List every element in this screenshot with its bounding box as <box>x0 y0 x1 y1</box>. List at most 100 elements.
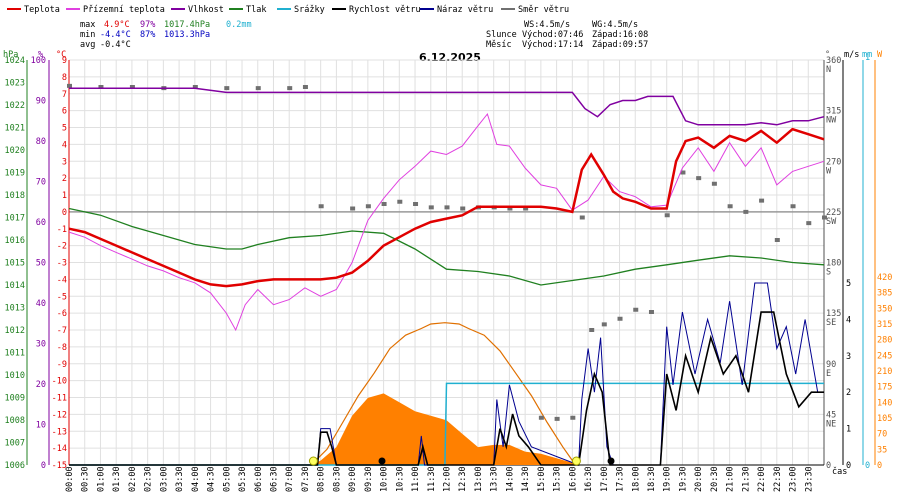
x-tick-label: 01:00 <box>96 466 106 492</box>
x-tick-label: 20:00 <box>694 466 704 492</box>
x-tick-label: 19:30 <box>678 466 688 492</box>
solar-tick-label: 70 <box>877 430 887 440</box>
humidity-tick-label: 50 <box>36 259 46 269</box>
solar-tick-label: 350 <box>877 304 892 314</box>
stats-max-hum: 97% <box>140 20 155 30</box>
legend-label: Rychlost větru <box>349 5 421 15</box>
x-tick-label: 02:00 <box>128 466 138 492</box>
wind-direction-point <box>413 202 419 206</box>
x-tick-label: 13:00 <box>474 466 484 492</box>
direction-name-label: SE <box>826 318 836 328</box>
sunset-time: Západ:16:08 <box>592 30 648 40</box>
x-tick-label: 09:00 <box>348 466 358 492</box>
moonrise-marker <box>607 457 615 465</box>
x-tick-label: 14:00 <box>505 466 515 492</box>
sunrise-time: Východ:07:46 <box>522 30 583 40</box>
wind-direction-point <box>318 204 324 209</box>
humidity-tick-label: 90 <box>36 97 46 107</box>
x-axis-label: čas <box>832 466 847 477</box>
wind-direction-point <box>633 307 639 312</box>
x-tick-label: 05:00 <box>222 466 232 492</box>
x-tick-label: 23:30 <box>804 466 814 492</box>
stats-max-label: max <box>80 20 95 30</box>
pressure-line <box>68 207 825 286</box>
solar-tick-label: 245 <box>877 351 892 361</box>
stats-max-rain: 0.2mm <box>226 20 252 30</box>
direction-tick-label: 90 <box>826 360 836 370</box>
ground-temperature-line <box>68 112 825 332</box>
x-tick-label: 17:30 <box>616 466 626 492</box>
x-tick-label: 03:00 <box>159 466 169 492</box>
solar-tick-label: 420 <box>877 273 892 283</box>
temp-tick-label: -15 <box>52 461 67 471</box>
pressure-tick-label: 1016 <box>5 236 25 246</box>
sunset-marker <box>571 456 581 466</box>
unit-hpa: hPa <box>3 50 18 60</box>
wind-direction-point <box>365 204 371 209</box>
wind-tick-label: 3 <box>846 352 851 362</box>
x-tick-label: 13:30 <box>490 466 500 492</box>
stats-min-temp: -4.4°C <box>100 30 131 40</box>
solar-tick-label: 210 <box>877 367 892 377</box>
x-tick-label: 15:30 <box>553 466 563 492</box>
x-tick-label: 21:00 <box>726 466 736 492</box>
x-tick-label: 12:00 <box>443 466 453 492</box>
unit-pct: % <box>38 50 43 60</box>
pressure-tick-label: 1013 <box>5 304 25 314</box>
stats-min-hum: 87% <box>140 30 155 40</box>
wind-gust-line <box>69 282 824 466</box>
legend-label: Přízemní teplota <box>83 5 165 15</box>
direction-name-label: NW <box>826 116 837 126</box>
solar-tick-label: 175 <box>877 383 892 393</box>
wind-tick-label: 4 <box>846 315 851 325</box>
humidity-tick-label: 60 <box>36 218 46 228</box>
temp-tick-label: 3 <box>62 157 67 167</box>
x-tick-label: 00:30 <box>81 466 91 492</box>
x-tick-label: 18:00 <box>631 466 641 492</box>
legend-label: Tlak <box>246 5 266 15</box>
wind-direction-point <box>460 206 466 211</box>
wind-direction-point <box>696 176 702 181</box>
wind-direction-point <box>648 310 654 314</box>
x-tick-label: 16:00 <box>568 466 578 492</box>
wind-tick-label: 1 <box>846 425 851 435</box>
temp-tick-label: -8 <box>57 343 67 353</box>
x-tick-label: 23:00 <box>789 466 799 492</box>
unit-deg: ° <box>825 50 830 60</box>
x-tick-label: 03:30 <box>175 466 185 492</box>
rain-tick-label: 1 <box>865 53 870 63</box>
pressure-tick-label: 1006 <box>5 461 25 471</box>
temp-tick-label: 7 <box>62 90 67 100</box>
x-tick-label: 04:00 <box>191 466 201 492</box>
legend-label: Teplota <box>24 5 60 15</box>
x-tick-label: 18:30 <box>647 466 657 492</box>
wind-direction-point <box>507 206 513 211</box>
direction-tick-label: 315 <box>826 107 841 117</box>
pressure-tick-label: 1010 <box>5 371 25 381</box>
x-tick-label: 05:30 <box>238 466 248 492</box>
wind-direction-point <box>790 204 796 209</box>
rain-tick-label: 0 <box>865 461 870 471</box>
stats-avg-temp: -0.4°C <box>100 40 131 50</box>
x-tick-label: 10:30 <box>395 466 405 492</box>
humidity-tick-label: 30 <box>36 340 46 350</box>
pressure-tick-label: 1021 <box>5 124 25 134</box>
wind-direction-point <box>759 198 765 203</box>
x-tick-label: 07:30 <box>301 466 311 492</box>
direction-tick-label: 270 <box>826 157 841 167</box>
wind-tick-label: 0 <box>846 461 851 471</box>
temp-tick-label: -2 <box>57 242 67 252</box>
wind-direction-point <box>98 85 104 89</box>
temp-tick-label: -7 <box>57 326 67 336</box>
unit-ms: m/s <box>844 50 859 60</box>
humidity-tick-label: 20 <box>36 380 46 390</box>
temp-tick-label: -6 <box>57 309 67 319</box>
pressure-tick-label: 1020 <box>5 146 25 156</box>
pressure-tick-label: 1017 <box>5 214 25 224</box>
x-tick-label: 02:30 <box>144 466 154 492</box>
wind-direction-point <box>617 316 623 321</box>
sun-moon-info: WS:4.5m/s WG:4.5m/s Slunce Východ:07:46 … <box>486 20 648 50</box>
legend-label: Srážky <box>294 5 325 15</box>
temp-tick-label: -4 <box>57 275 67 285</box>
wind-direction-point <box>711 181 717 186</box>
